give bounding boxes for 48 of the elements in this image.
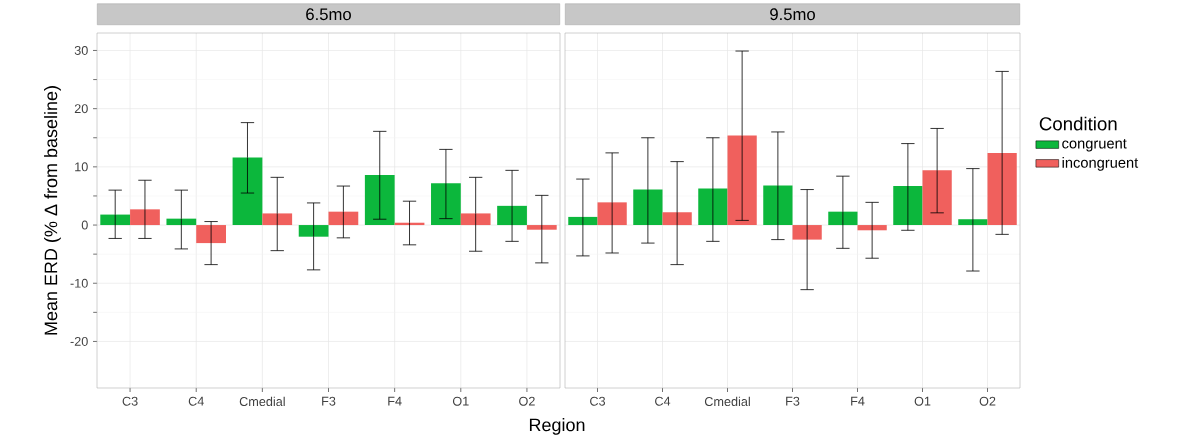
legend-label: congruent [1062, 138, 1127, 152]
y-tick-label: 0 [81, 220, 88, 230]
bar [763, 185, 793, 226]
x-tick-label: O2 [519, 396, 535, 406]
y-tick-label: -20 [70, 336, 88, 346]
x-tick-label: C3 [122, 396, 138, 406]
x-tick-label: O2 [979, 396, 996, 406]
chart-title: 6.5mo [306, 8, 351, 21]
y-tick-label: 30 [74, 45, 88, 55]
bar [893, 186, 923, 226]
bar [987, 152, 1017, 226]
bar [130, 209, 160, 226]
x-tick-label: O1 [452, 396, 469, 406]
x-axis-title: Region [529, 418, 585, 435]
x-tick-label: C3 [590, 396, 606, 406]
chart-title: 9.5mo [770, 8, 815, 21]
x-tick-label: O1 [914, 396, 931, 406]
x-tick-label: F4 [388, 396, 402, 406]
x-tick-label: F3 [322, 396, 336, 406]
legend-label: incongruent [1062, 157, 1139, 171]
bar [597, 202, 627, 226]
bar [328, 211, 359, 226]
bar [262, 213, 293, 226]
y-tick-label: -10 [70, 278, 88, 288]
bar [828, 211, 858, 226]
y-tick-label: 20 [74, 104, 88, 114]
bar [497, 205, 527, 226]
bar [568, 216, 598, 226]
bar [698, 188, 728, 226]
bar [100, 214, 131, 226]
bar [298, 225, 329, 237]
y-axis-title: Mean ERD (% Δ from baseline) [44, 86, 61, 335]
legend-title: Condition [1039, 116, 1117, 131]
bar [792, 225, 822, 240]
x-tick-label: Cmedial [239, 396, 285, 407]
bar [526, 225, 557, 230]
bar [196, 225, 226, 244]
bar [166, 218, 197, 226]
x-tick-label: C4 [188, 396, 204, 406]
y-tick-label: 10 [75, 162, 88, 172]
bar [958, 219, 988, 226]
bar [460, 213, 491, 226]
x-tick-label: Cmedial [704, 396, 750, 407]
bar [633, 189, 663, 226]
bar [662, 212, 692, 226]
x-tick-label: F4 [851, 396, 865, 406]
x-tick-label: C4 [655, 396, 671, 406]
x-tick-label: F3 [786, 396, 800, 406]
